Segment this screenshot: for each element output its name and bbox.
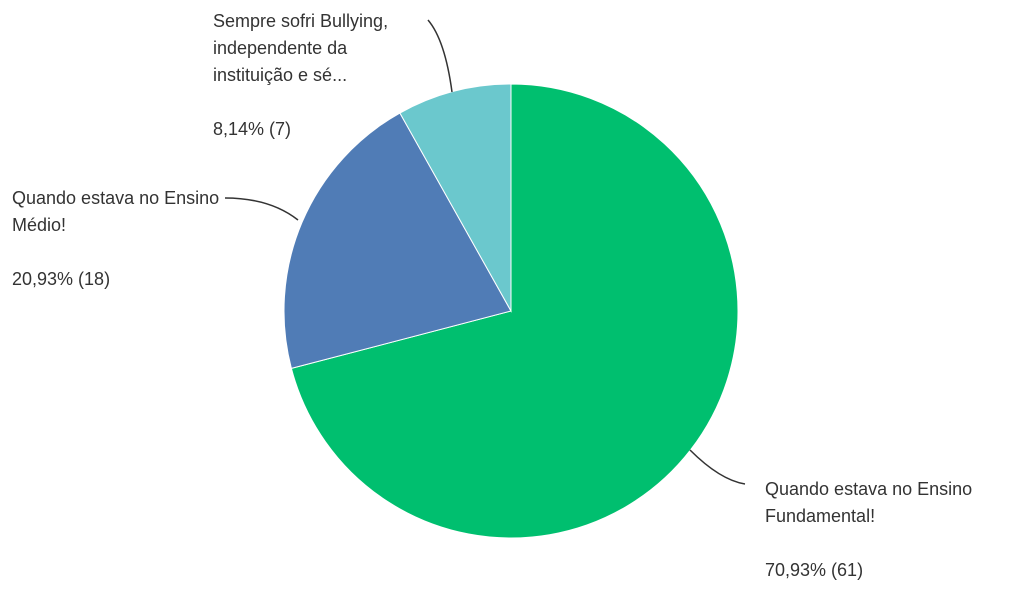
slice-label: Quando estava no Ensino Fundamental! 70,… [765, 476, 995, 584]
leader-line [427, 19, 453, 93]
category-label: Quando estava no Ensino Médio! [12, 188, 220, 235]
category-label: Sempre sofri Bullying, independente da i… [213, 11, 389, 85]
value-label: 20,93% (18) [12, 269, 111, 289]
leader-line [689, 449, 746, 485]
category-label: Quando estava no Ensino Fundamental! [765, 479, 973, 526]
slice-label: Sempre sofri Bullying, independente da i… [213, 8, 418, 143]
slices [283, 83, 739, 539]
leader-line [224, 197, 299, 221]
slice-label: Quando estava no Ensino Médio! 20,93% (1… [12, 185, 227, 293]
value-label: 70,93% (61) [765, 560, 864, 580]
pie-slice [399, 83, 512, 313]
pie-slice [283, 112, 512, 370]
value-label: 8,14% (7) [213, 119, 292, 139]
